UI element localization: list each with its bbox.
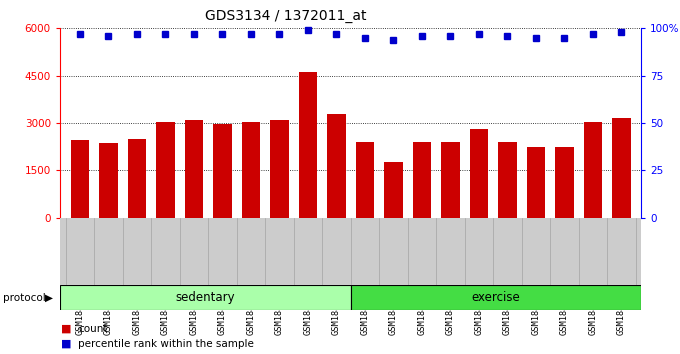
Bar (299, 72, 317, 218)
Bar (156, 122, 175, 218)
Text: GDS3134 / 1372011_at: GDS3134 / 1372011_at (205, 9, 367, 23)
Bar (583, 122, 602, 218)
Bar (213, 124, 232, 218)
Bar (241, 122, 260, 218)
Bar (270, 120, 288, 218)
Text: count: count (78, 324, 107, 333)
Text: percentile rank within the sample: percentile rank within the sample (78, 339, 254, 349)
Bar (498, 142, 517, 218)
Bar (71, 141, 89, 218)
Bar (184, 120, 203, 218)
Text: ■: ■ (61, 324, 71, 333)
Bar (384, 161, 403, 218)
Bar (99, 143, 118, 218)
Bar (128, 139, 146, 218)
Text: ▶: ▶ (45, 293, 53, 303)
Bar (555, 147, 573, 218)
Bar (441, 142, 460, 218)
Text: exercise: exercise (471, 291, 520, 304)
Text: ■: ■ (61, 339, 71, 349)
Bar (469, 129, 488, 218)
Bar (327, 114, 345, 218)
Bar (60, 285, 351, 310)
Text: sedentary: sedentary (175, 291, 235, 304)
Text: protocol: protocol (3, 293, 46, 303)
Bar (356, 142, 374, 218)
Bar (413, 142, 431, 218)
Bar (526, 147, 545, 218)
Bar (351, 285, 641, 310)
Bar (612, 118, 630, 218)
